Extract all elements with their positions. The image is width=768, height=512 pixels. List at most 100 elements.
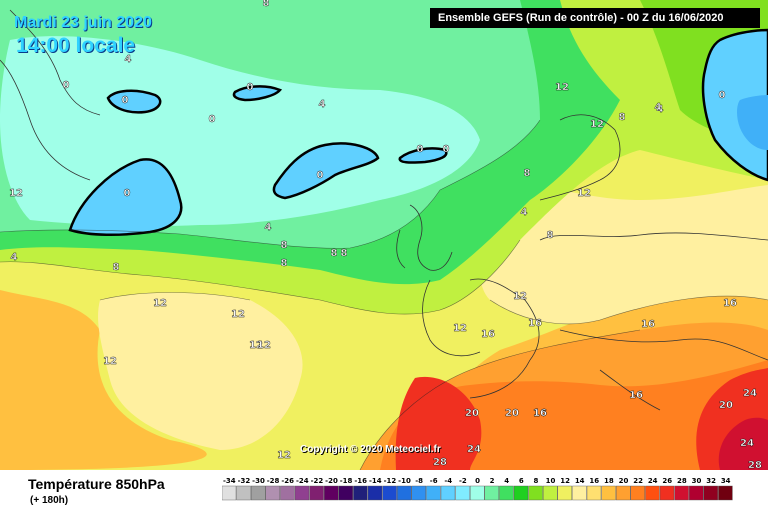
isotherm-label: 28 (433, 457, 447, 468)
isotherm-label: 20 (465, 408, 479, 419)
legend-swatch (455, 485, 470, 501)
legend-value: 0 (475, 477, 480, 485)
isotherm-label: 28 (748, 460, 762, 470)
legend-value: -2 (459, 477, 467, 485)
legend-swatch (294, 485, 310, 501)
legend-swatch (616, 485, 631, 501)
legend-value: 22 (633, 477, 643, 485)
legend-value: 6 (519, 477, 524, 485)
legend-swatch (222, 485, 237, 501)
isotherm-label: 8 (341, 248, 348, 259)
forecast-time: 14:00 locale (16, 34, 136, 57)
isotherm-label: 4 (657, 104, 664, 115)
isotherm-label: 12 (9, 188, 23, 199)
isotherm-label: 4 (655, 102, 662, 113)
color-scale-legend: -34 -32 -30 -28 -26 -24 -22 -20 -18 -16 -14 -12 -10-… (222, 477, 733, 501)
legend-value: 32 (706, 477, 716, 485)
coastlines (0, 9, 768, 411)
legend-swatch (586, 485, 602, 501)
copyright-notice: Copyright © 2020 Meteociel.fr (300, 444, 441, 455)
legend-value: -22 (311, 477, 324, 485)
isotherm-label: 12 (577, 188, 591, 199)
model-run-banner: Ensemble GEFS (Run de contrôle) - 00 Z d… (430, 8, 760, 28)
isotherm-label: 12 (153, 298, 167, 309)
legend-value: 2 (490, 477, 495, 485)
isotherm-lines (0, 119, 768, 470)
isotherm-label: 8 (113, 262, 120, 273)
isotherm-label: 8 (524, 168, 531, 179)
isotherm-label: 4 (265, 222, 272, 233)
legend-value: 24 (648, 477, 658, 485)
isotherm-label: 4 (521, 207, 528, 218)
isotherm-label: 12 (231, 309, 245, 320)
legend-value: -20 (325, 477, 338, 485)
isotherm-label: 12 (453, 323, 467, 334)
legend-value: 34 (721, 477, 731, 485)
legend-value: 30 (692, 477, 702, 485)
isotherm-label: 16 (533, 408, 547, 419)
legend-swatch (557, 485, 572, 501)
legend-swatch (396, 485, 412, 501)
legend-swatch (280, 485, 295, 501)
lead-time: (+ 180h) (30, 495, 69, 506)
legend-value: -30 (252, 477, 265, 485)
isotherm-label: 0 (317, 170, 324, 181)
legend-value: -14 (369, 477, 382, 485)
legend-swatch (543, 485, 558, 501)
temp-zone-24-26 (395, 376, 482, 470)
isotherm-label: 12 (513, 291, 527, 302)
legend-swatch (645, 485, 660, 501)
isotherm-label: 8 (547, 230, 554, 241)
legend-swatch (674, 485, 689, 501)
isotherm-label: 24 (467, 444, 481, 455)
isotherm-label: 24 (743, 388, 757, 399)
legend-value: 20 (619, 477, 629, 485)
cold-pool-small-2 (106, 89, 162, 114)
legend-value: -12 (384, 477, 397, 485)
isotherm-label: 8 (331, 248, 338, 259)
legend-value: 10 (546, 477, 556, 485)
isotherm-label: 12 (103, 356, 117, 367)
isotherm-label: 24 (740, 438, 754, 449)
temp-zone-28 (718, 417, 768, 470)
legend-value: -10 (398, 477, 411, 485)
isotherm-label: 4 (319, 99, 326, 110)
temp-zone-16-18 (0, 290, 207, 470)
legend-swatch (659, 485, 675, 501)
isotherm-label: 20 (719, 400, 733, 411)
isotherm-label: 12 (277, 450, 291, 461)
isotherm-label: 0 (719, 90, 726, 101)
legend-swatch (440, 485, 456, 501)
isotherm-label: 16 (533, 408, 547, 419)
legend-value: -24 (296, 477, 309, 485)
legend-value: -4 (444, 477, 452, 485)
temp-zone-14-southwest (98, 292, 303, 450)
legend-value: 14 (575, 477, 585, 485)
legend-value: -16 (354, 477, 367, 485)
forecast-date: Mardi 23 juin 2020 (14, 14, 152, 31)
legend-swatch (323, 485, 339, 501)
legend-value: 28 (677, 477, 687, 485)
isotherm-label: 4 (11, 252, 18, 263)
legend-swatch (382, 485, 397, 501)
map-footer: Température 850hPa (+ 180h) -34 -32 -30 -28… (0, 470, 768, 512)
isotherm-label: 0 (247, 82, 254, 93)
legend-value: 12 (560, 477, 570, 485)
legend-swatch (572, 485, 587, 501)
legend-swatch (513, 485, 529, 501)
isotherm-label: 20 (505, 408, 519, 419)
legend-value: -26 (281, 477, 294, 485)
isotherm-label: 0 (443, 144, 450, 155)
legend-value: -28 (267, 477, 280, 485)
legend-swatch (484, 485, 499, 501)
legend-value: 26 (662, 477, 672, 485)
isotherm-label: 8 (281, 240, 288, 251)
legend-swatch (338, 485, 354, 501)
isotherm-label: 8 (281, 258, 288, 269)
isotherm-label: 0 (124, 188, 131, 199)
legend-swatch (528, 485, 543, 501)
isotherm-label: 16 (641, 319, 655, 330)
